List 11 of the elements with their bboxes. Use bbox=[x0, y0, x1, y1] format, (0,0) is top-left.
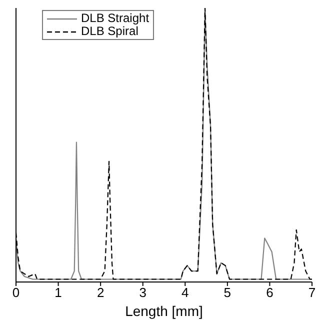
x-tick-label: 2 bbox=[96, 285, 104, 300]
x-tick-label: 1 bbox=[54, 285, 62, 300]
x-tick-label: 6 bbox=[266, 285, 274, 300]
x-tick-label: 0 bbox=[12, 285, 20, 300]
x-tick-label: 7 bbox=[308, 285, 316, 300]
x-tick-label: 5 bbox=[224, 285, 232, 300]
x-tick-label: 4 bbox=[182, 285, 189, 300]
x-tick-label: 3 bbox=[139, 285, 146, 300]
legend-label: DLB Straight bbox=[81, 11, 150, 25]
x-axis-title: Length [mm] bbox=[125, 303, 203, 319]
legend-label: DLB Spiral bbox=[81, 24, 138, 38]
